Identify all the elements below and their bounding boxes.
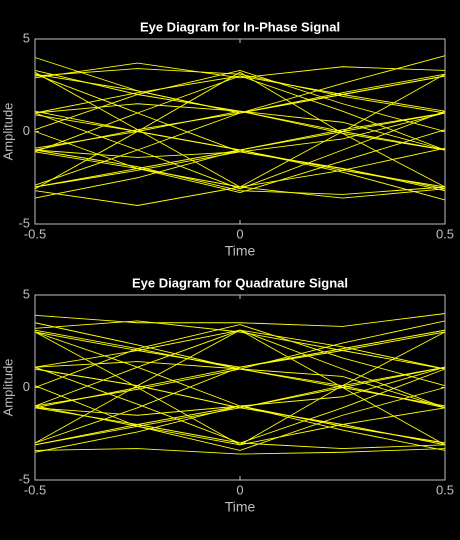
y-axis-label: Amplitude (0, 103, 15, 161)
y-tick-label: 5 (23, 286, 30, 301)
eye-trace (34, 448, 446, 455)
x-tick-label: -0.5 (24, 482, 46, 497)
eye-trace (34, 366, 446, 444)
x-axis-label: Time (225, 499, 256, 515)
eye-trace (34, 149, 446, 201)
eye-trace (34, 320, 446, 370)
eye-trace (34, 385, 446, 451)
eye-trace (34, 129, 446, 194)
eye-trace (34, 329, 446, 444)
y-tick-label: -5 (18, 471, 30, 486)
chart-title: Eye Diagram for In-Phase Signal (140, 19, 340, 34)
y-axis-label: Amplitude (0, 359, 15, 417)
eye-trace (34, 71, 446, 190)
eye-trace (34, 331, 446, 446)
eye-trace (34, 313, 446, 327)
eye-trace (34, 324, 446, 388)
eye-trace (34, 55, 446, 114)
plot-area (35, 39, 445, 224)
eye-trace (34, 186, 446, 206)
y-tick-label: 0 (23, 123, 30, 138)
x-tick-label: 0 (236, 482, 243, 497)
eye-trace (34, 405, 446, 453)
eye-trace (34, 368, 446, 446)
x-tick-label: 0 (236, 226, 243, 241)
x-axis-label: Time (225, 243, 256, 259)
eye-trace (34, 103, 446, 151)
y-tick-label: -5 (18, 215, 30, 230)
eye-trace (34, 68, 446, 114)
x-tick-label: 0.5 (436, 482, 454, 497)
x-tick-label: 0.5 (436, 226, 454, 241)
eye-trace (34, 320, 446, 370)
eye-trace (34, 69, 446, 132)
chart-title: Eye Diagram for Quadrature Signal (132, 275, 348, 290)
eye-trace (34, 110, 446, 190)
x-tick-label: -0.5 (24, 226, 46, 241)
y-tick-label: 5 (23, 30, 30, 45)
eye-trace (34, 73, 446, 190)
eye-trace (34, 62, 446, 79)
eye-trace (34, 149, 446, 195)
y-tick-label: 0 (23, 379, 30, 394)
